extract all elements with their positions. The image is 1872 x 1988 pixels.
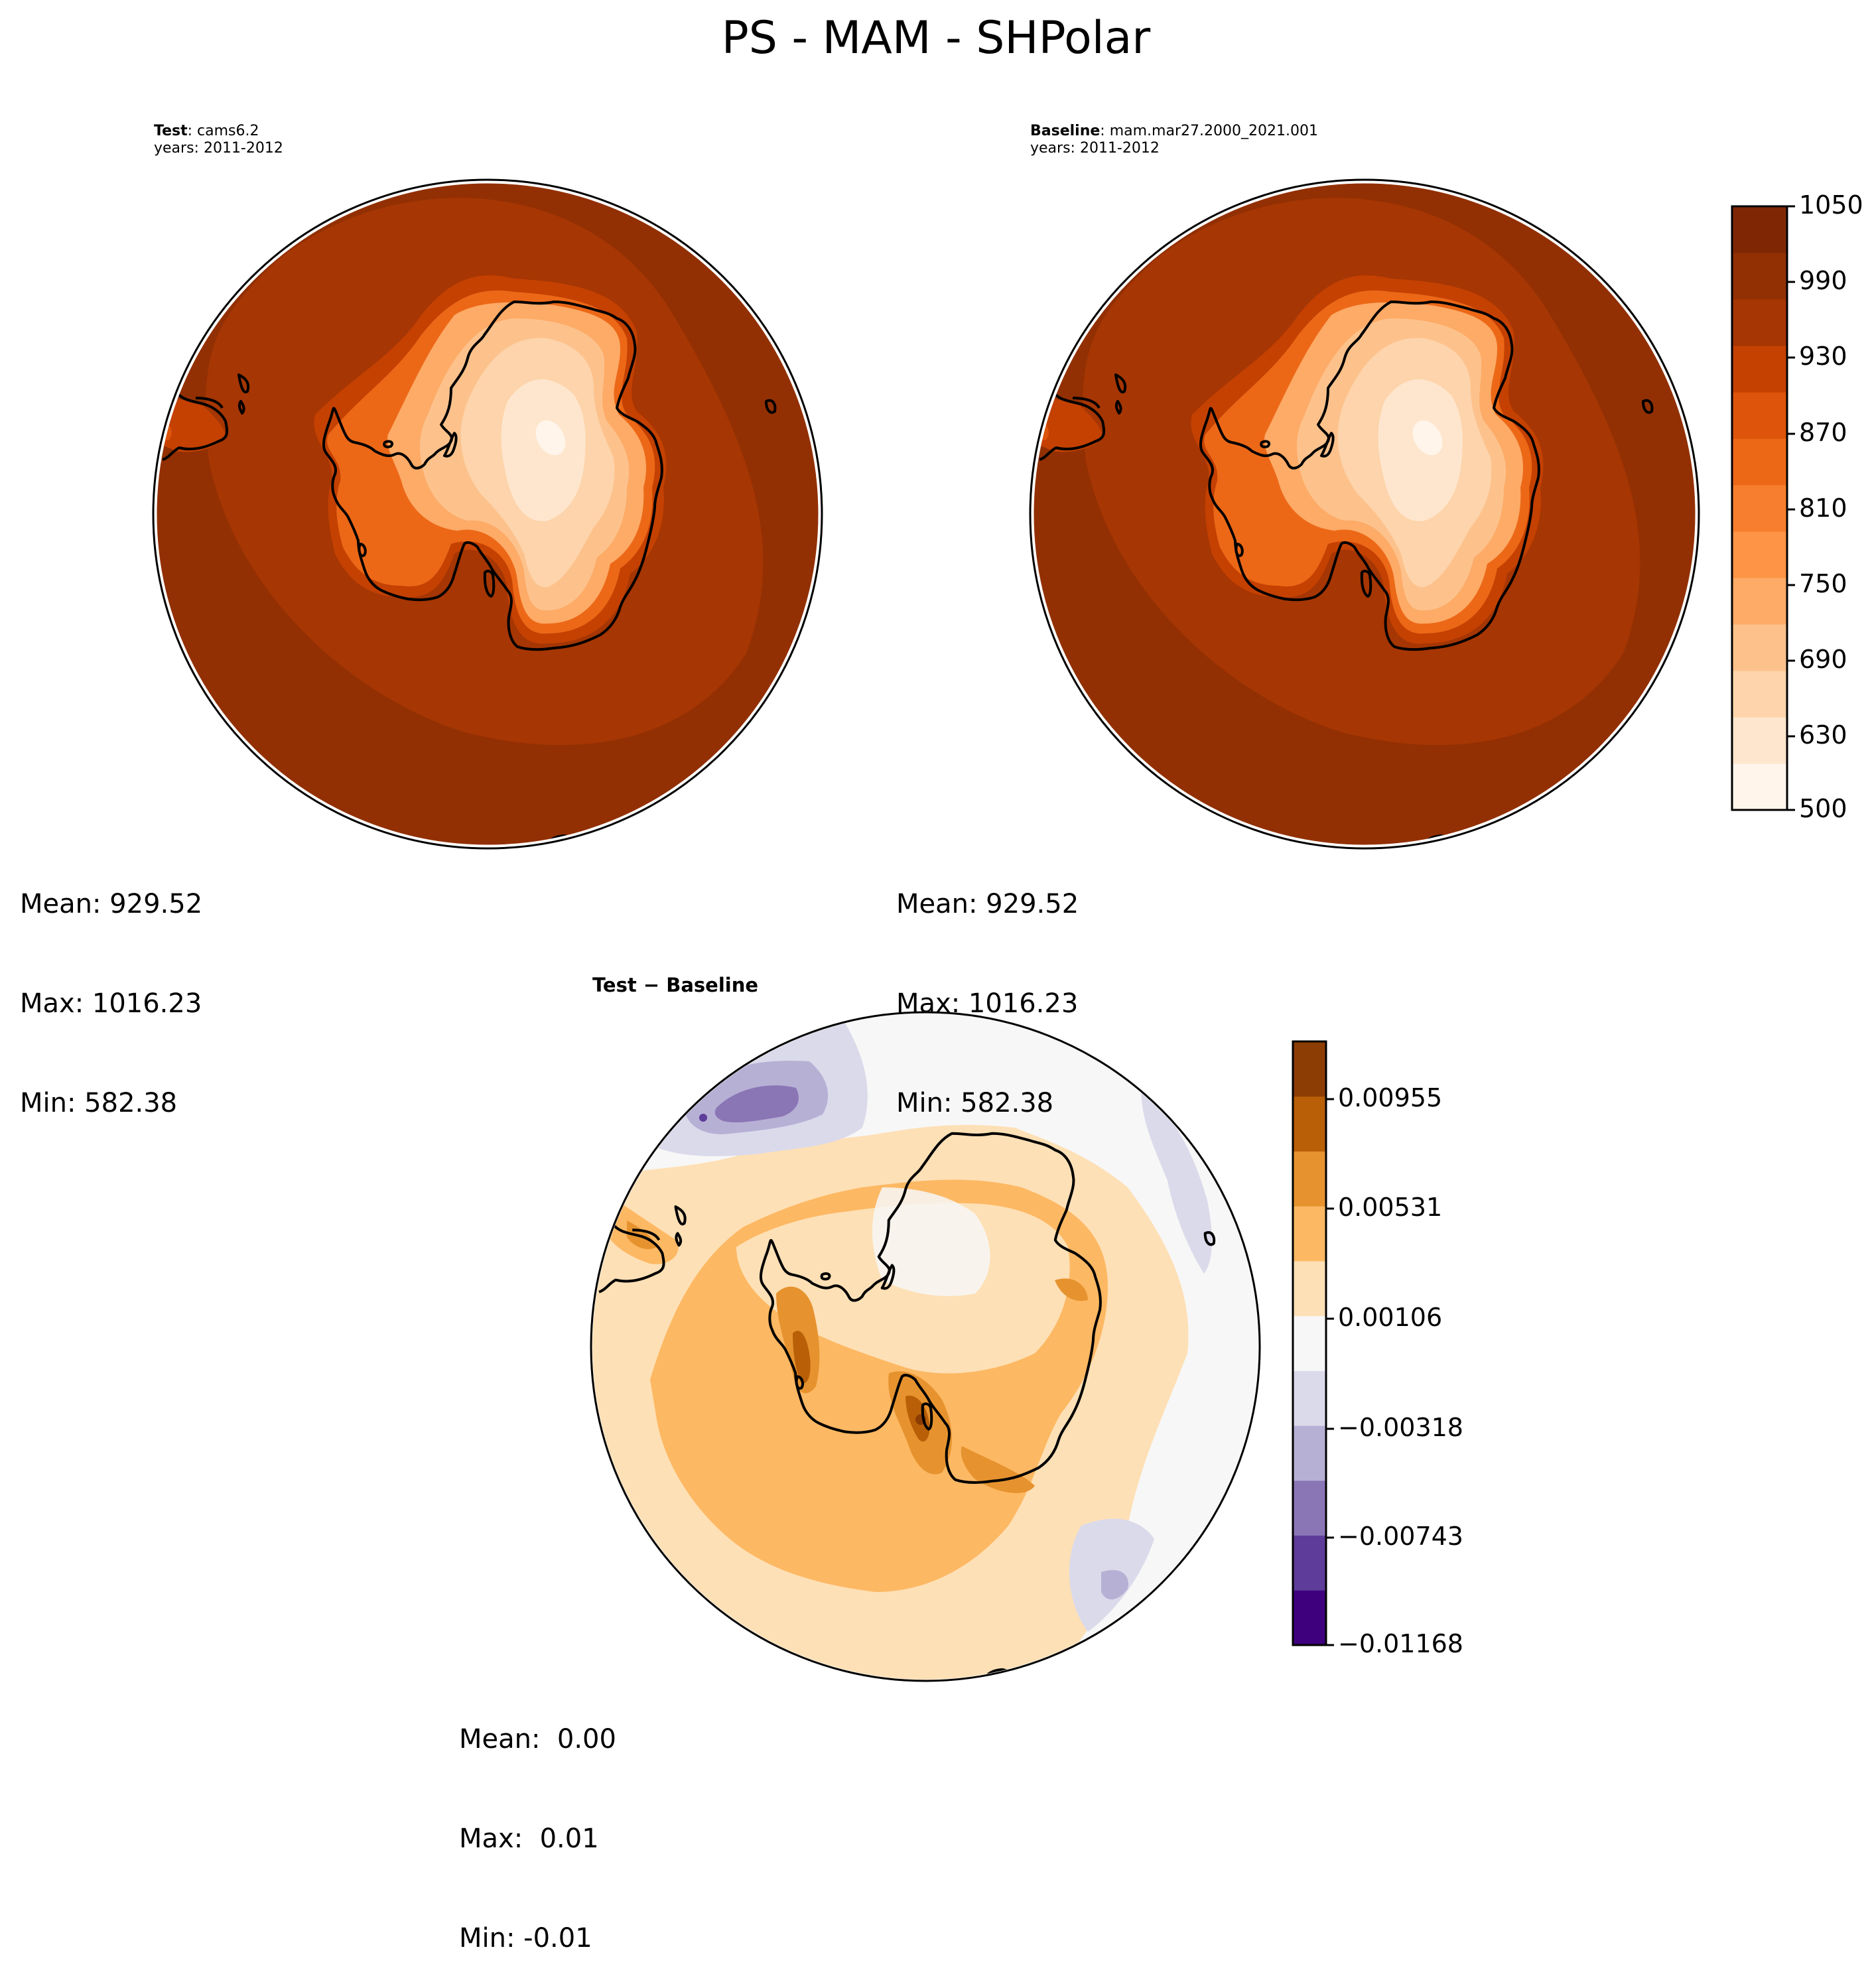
figure-canvas <box>152 178 1795 1682</box>
test-mean: Mean: 929.52 <box>20 889 203 919</box>
diff-colorbar-segment <box>1293 1315 1326 1371</box>
ps-colorbar-tick-label: 500 <box>1799 794 1847 823</box>
ps-colorbar-segment <box>1732 763 1787 811</box>
diff-colorbar-tick-label: −0.01168 <box>1338 1629 1463 1658</box>
baseline-subtitle-bold: Baseline <box>1030 123 1101 139</box>
baseline-min: Min: 582.38 <box>896 1088 1054 1118</box>
diff-colorbar-segment <box>1293 1096 1326 1152</box>
test-subtitle-case: : cams6.2 <box>187 123 259 139</box>
ps-colorbar-segment <box>1732 717 1787 764</box>
test-min: Min: 582.38 <box>20 1088 178 1118</box>
ps-colorbar-segment <box>1732 253 1787 300</box>
diff-colorbar-tick-label: 0.00955 <box>1338 1083 1443 1112</box>
diff-colorbar-segment <box>1293 1535 1326 1591</box>
diff-colorbar-frame <box>1292 1040 1327 1646</box>
ps-colorbar-segment <box>1732 438 1787 486</box>
ps-colorbar-tick-label: 690 <box>1799 645 1847 674</box>
diff-colorbar-segment <box>1293 1260 1326 1317</box>
diff-colorbar-segment <box>1293 1480 1326 1536</box>
test-subtitle: Test: cams6.2 years: 2011-2012 <box>154 123 283 157</box>
diff-colorbar-segment <box>1293 1151 1326 1207</box>
ps-colorbar-segment <box>1732 485 1787 532</box>
diff-colorbar-segment <box>1293 1206 1326 1262</box>
ps-colorbar-tick-label: 750 <box>1799 569 1847 598</box>
test-max: Max: 1016.23 <box>20 988 202 1019</box>
ps-colorbar-tick-label: 870 <box>1799 418 1847 447</box>
diff-colorbar-segment <box>1293 1425 1326 1481</box>
difference-stats: Mean: 0.00 Max: 0.01 Min: -0.01 <box>459 1656 616 1988</box>
baseline-stats: Mean: 929.52 Max: 1016.23 Min: 582.38 <box>896 821 1079 1153</box>
diff-colorbar-tick-label: −0.00743 <box>1338 1522 1463 1551</box>
ps-colorbar-segment <box>1732 671 1787 718</box>
ps-colorbar-frame <box>1731 205 1788 811</box>
test-map <box>152 178 823 850</box>
ps-colorbar-segments <box>1732 205 1795 811</box>
difference-min: Min: -0.01 <box>459 1923 592 1954</box>
ps-colorbar-tick-label: 810 <box>1799 494 1847 523</box>
diff-colorbar <box>1292 1040 1334 1646</box>
baseline-max: Max: 1016.23 <box>896 988 1079 1019</box>
ps-colorbar-segment <box>1732 346 1787 393</box>
diff-colorbar-tick-label: 0.00106 <box>1338 1303 1443 1332</box>
test-subtitle-bold: Test <box>154 123 188 139</box>
ps-colorbar-tick-label: 930 <box>1799 342 1847 371</box>
ps-colorbar-segment <box>1732 299 1787 346</box>
diff-colorbar-segment <box>1293 1370 1326 1426</box>
diff-colorbar-tick-label: 0.00531 <box>1338 1193 1443 1222</box>
ps-colorbar-segment <box>1732 624 1787 671</box>
ps-colorbar <box>1731 205 1795 811</box>
baseline-subtitle: Baseline: mam.mar27.2000_2021.001 years:… <box>1030 123 1318 157</box>
diff-colorbar-segment <box>1293 1590 1326 1646</box>
baseline-map <box>1029 178 1700 850</box>
difference-mean: Mean: 0.00 <box>459 1724 616 1755</box>
ps-colorbar-tick-label: 1050 <box>1799 190 1863 220</box>
test-stats: Mean: 929.52 Max: 1016.23 Min: 582.38 <box>20 821 202 1153</box>
diff-colorbar-segments <box>1293 1041 1334 1646</box>
ps-colorbar-segment <box>1732 531 1787 578</box>
difference-subtitle: Test − Baseline <box>592 974 759 996</box>
ps-colorbar-segment <box>1732 392 1787 439</box>
figure-title: PS - MAM - SHPolar <box>721 12 1151 64</box>
baseline-mean: Mean: 929.52 <box>896 889 1079 919</box>
diff-colorbar-tick-label: −0.00318 <box>1338 1413 1463 1442</box>
test-years: years: 2011-2012 <box>154 140 283 157</box>
ps-colorbar-segment <box>1732 578 1787 625</box>
difference-max: Max: 0.01 <box>459 1823 599 1854</box>
baseline-years: years: 2011-2012 <box>1030 140 1160 157</box>
diff-colorbar-segment <box>1293 1041 1326 1097</box>
ps-colorbar-tick-label: 990 <box>1799 266 1847 295</box>
ps-colorbar-segment <box>1732 206 1787 253</box>
ps-colorbar-tick-label: 630 <box>1799 720 1847 750</box>
baseline-subtitle-case: : mam.mar27.2000_2021.001 <box>1100 123 1318 139</box>
